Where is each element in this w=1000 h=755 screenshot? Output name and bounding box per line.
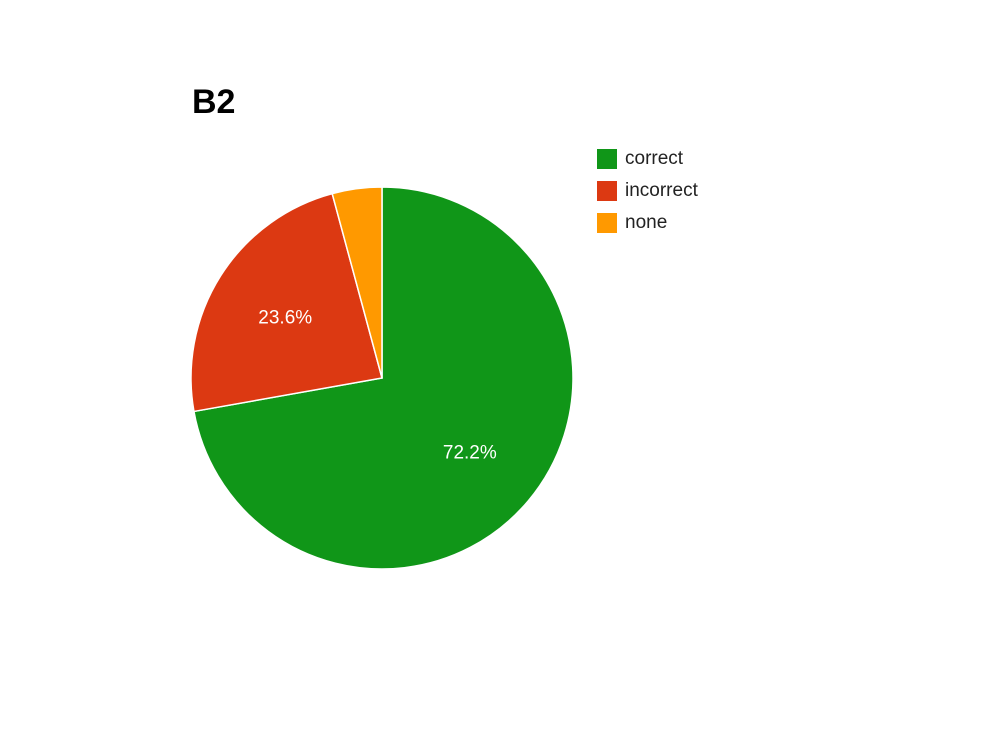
- legend-item-correct: correct: [597, 143, 698, 175]
- legend-label: none: [625, 212, 668, 233]
- chart-title: B2: [192, 83, 236, 121]
- pie-slice-correct: [193, 186, 574, 570]
- legend-swatch: [597, 149, 617, 169]
- pie-slice-none: [331, 186, 383, 379]
- legend-swatch: [597, 181, 617, 201]
- slice-label-incorrect: 23.6%: [258, 308, 312, 329]
- legend-label: correct: [625, 148, 684, 169]
- legend-label: incorrect: [625, 180, 698, 201]
- legend-item-incorrect: incorrect: [597, 175, 698, 207]
- legend-item-none: none: [597, 207, 698, 239]
- pie-slice-incorrect: [190, 192, 383, 413]
- legend: correct incorrect none: [597, 143, 698, 239]
- slice-label-correct: 72.2%: [443, 443, 497, 464]
- legend-swatch: [597, 213, 617, 233]
